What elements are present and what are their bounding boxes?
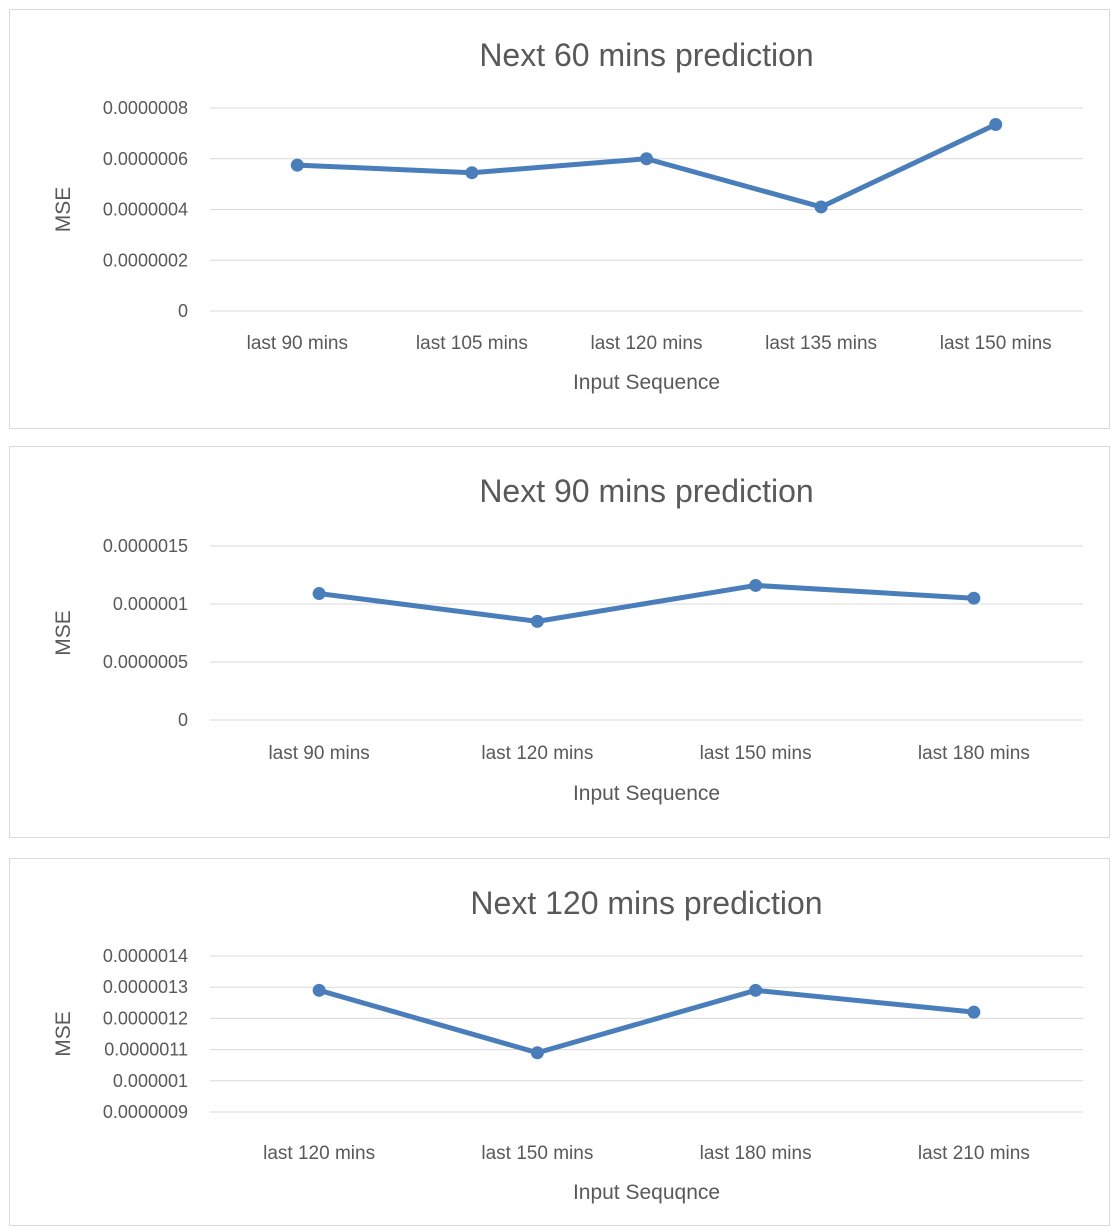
y-tick-label: 0.0000012: [103, 1008, 188, 1028]
chart-panel-120: Next 120 mins prediction 0.0000009 0.00000…: [9, 858, 1110, 1226]
chart-title: Next 120 mins prediction: [470, 885, 822, 921]
x-axis-label: Input Sequqnce: [573, 1181, 720, 1204]
data-point: [989, 117, 1003, 131]
y-tick-label: 0.0000014: [103, 946, 188, 966]
x-tick-label: last 120 mins: [481, 743, 593, 764]
y-tick-label: 0: [178, 301, 188, 321]
data-point: [312, 983, 326, 997]
data-point: [640, 152, 653, 166]
series-line: [316, 987, 977, 1056]
y-tick-label: 0.0000006: [103, 149, 188, 169]
x-tick-label: last 120 mins: [263, 1143, 375, 1164]
x-tick-label: last 180 mins: [700, 1143, 812, 1164]
y-tick-label: 0.000001: [113, 1071, 188, 1091]
y-axis-label: MSE: [52, 187, 75, 233]
x-tick-label: last 150 mins: [940, 333, 1052, 354]
x-tick-label: last 210 mins: [918, 1143, 1030, 1164]
chart-panel-90: Next 90 mins prediction 0 0.0000005 0.00000…: [9, 446, 1110, 838]
data-point: [290, 158, 304, 172]
chart-panel-60: Next 60 mins prediction 0 0.0000002 0.00000…: [9, 9, 1110, 429]
y-tick-label: 0.0000009: [103, 1102, 188, 1122]
data-point: [465, 166, 479, 180]
x-tick-label: last 150 mins: [481, 1143, 593, 1164]
data-point: [530, 614, 544, 628]
y-tick-label: 0.0000011: [104, 1040, 188, 1060]
chart-60-min: Next 60 mins prediction 0 0.0000002 0.00000…: [52, 37, 1083, 394]
data-point: [967, 591, 981, 605]
chart-120-min: Next 120 mins prediction 0.0000009 0.00000…: [52, 885, 1083, 1204]
y-tick-label: 0.0000005: [103, 652, 188, 672]
y-tick-label: 0.0000015: [103, 536, 188, 556]
chart-90-min: Next 90 mins prediction 0 0.0000005 0.00000…: [52, 473, 1083, 805]
data-point: [749, 983, 763, 997]
x-tick-label: last 90 mins: [268, 743, 369, 764]
data-point: [530, 1046, 544, 1060]
series-line: [316, 582, 977, 624]
x-axis-label: Input Sequence: [573, 782, 720, 805]
data-point: [312, 587, 326, 601]
y-tick-label: 0.0000008: [103, 98, 188, 118]
chart-title: Next 90 mins prediction: [479, 473, 813, 509]
y-tick-label: 0.0000002: [103, 250, 188, 270]
y-axis-label: MSE: [52, 610, 75, 656]
x-axis-label: Input Sequence: [573, 371, 720, 394]
x-tick-label: last 150 mins: [700, 743, 812, 764]
data-point: [814, 200, 828, 214]
chart-title: Next 60 mins prediction: [479, 37, 813, 73]
y-tick-label: 0.0000013: [103, 977, 188, 997]
x-tick-label: last 105 mins: [416, 333, 528, 354]
y-axis-label: MSE: [52, 1011, 75, 1057]
x-tick-label: last 180 mins: [918, 743, 1030, 764]
y-tick-label: 0.000001: [113, 594, 188, 614]
x-tick-label: last 90 mins: [247, 333, 348, 354]
data-point: [967, 1005, 981, 1019]
y-tick-label: 0.0000004: [103, 200, 188, 220]
series-line: [294, 121, 999, 210]
y-tick-label: 0: [178, 710, 188, 730]
data-point: [749, 578, 763, 592]
x-tick-label: last 120 mins: [591, 333, 703, 354]
x-tick-label: last 135 mins: [765, 333, 877, 354]
